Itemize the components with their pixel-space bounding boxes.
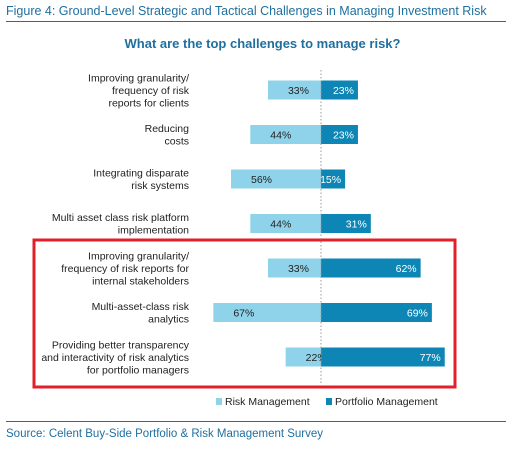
portfolio-management-bar [321,125,358,144]
category-label: Multi-asset-class risk analytics [92,301,190,326]
category-label: Improving granularity/frequency of risk … [61,250,189,287]
risk-management-value-label: 33% [288,263,309,275]
risk-management-value-label: 67% [233,308,254,320]
risk-management-value-label: 56% [251,174,272,186]
category-label: Improving granularity/frequency of risk r… [88,72,190,109]
portfolio-management-bar [321,258,421,278]
risk-management-bar [213,303,321,322]
chart-title: What are the top challenges to manage ri… [124,36,401,51]
portfolio-management-value-label: 77% [420,352,441,364]
category-label: Integrating disparate risk systems [93,168,189,193]
source-note: Source: Celent Buy-Side Portfolio & Risk… [6,428,324,440]
title-rule [6,21,506,22]
portfolio-management-value-label: 23% [333,85,354,97]
category-label: Providing better transparency and interac… [41,339,189,376]
portfolio-management-bar [321,169,346,189]
portfolio-management-bar [321,303,432,322]
risk-management-bar [267,258,321,278]
risk-management-value-label: 44% [270,219,291,231]
highlight-box [32,238,457,389]
risk-management-bar [285,347,321,367]
figure-title: Figure 4: Ground-Level Strategic and Tac… [6,4,487,18]
category-label: Reducing costs [145,123,190,148]
portfolio-management-value-label: 62% [396,263,417,275]
portfolio-management-value-label: 31% [346,219,367,231]
portfolio-management-value-label: 15% [320,174,341,186]
risk-management-value-label: 33% [288,85,309,97]
legend-label-portfolio-management: Portfolio Management [335,396,438,408]
risk-management-bar [231,169,321,189]
risk-management-bar [250,214,321,233]
legend-label-risk-management: Risk Management [225,396,310,408]
portfolio-management-value-label: 69% [407,308,428,320]
portfolio-management-value-label: 23% [333,130,354,142]
risk-management-value-label: 44% [270,130,291,142]
portfolio-management-bar [321,347,445,367]
portfolio-management-bar [321,80,358,100]
portfolio-management-bar [321,214,371,233]
category-label: Multi asset class risk platform implement… [52,212,189,237]
risk-management-bar [250,125,321,144]
legend-swatch-portfolio-management [326,398,332,405]
risk-management-bar [267,80,321,100]
legend-swatch-risk-management [216,398,222,405]
source-rule [6,421,506,422]
